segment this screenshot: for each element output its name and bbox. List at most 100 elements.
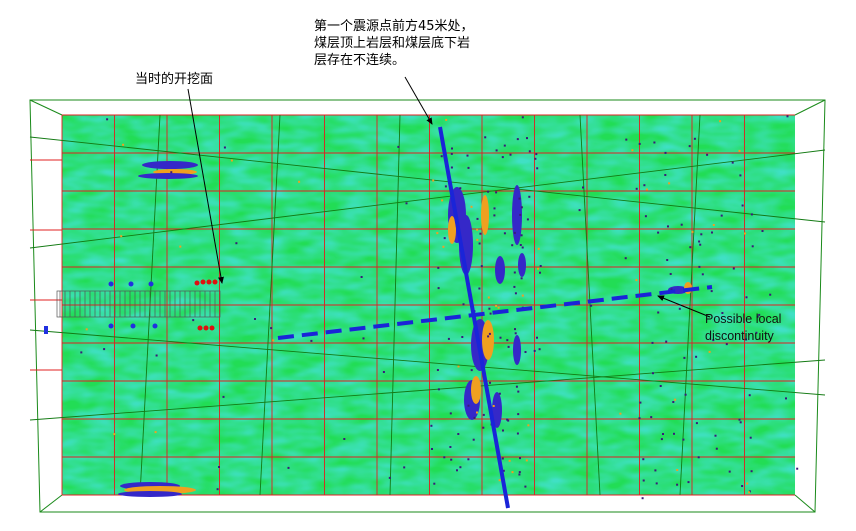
- scatter-point: [619, 412, 622, 415]
- scatter-point: [223, 146, 226, 149]
- scatter-point: [514, 328, 516, 331]
- scatter-point: [482, 413, 485, 416]
- scatter-point: [534, 157, 537, 160]
- scatter-point: [664, 174, 667, 176]
- scatter-point: [683, 356, 686, 359]
- scatter-point: [514, 332, 517, 335]
- scatter-point: [518, 473, 521, 476]
- scatter-point: [218, 466, 220, 468]
- scatter-point: [478, 242, 481, 245]
- scatter-point: [503, 144, 506, 147]
- scatter-point: [516, 432, 519, 435]
- scatter-point: [502, 469, 505, 472]
- arrow-icon: [187, 88, 224, 284]
- scatter-point: [538, 348, 541, 351]
- scatter-point: [746, 482, 749, 485]
- scatter-point: [498, 479, 501, 482]
- scatter-point: [476, 411, 478, 414]
- scatter-point: [582, 186, 584, 189]
- scatter-point: [461, 336, 464, 338]
- scatter-point: [103, 348, 106, 351]
- receiver-marker: [108, 281, 114, 287]
- scatter-point: [639, 401, 642, 404]
- scatter-point: [437, 388, 440, 391]
- scatter-point: [668, 182, 671, 185]
- scatter-point: [667, 225, 669, 228]
- scatter-point: [479, 232, 482, 235]
- scatter-point: [501, 457, 504, 460]
- scatter-point: [450, 152, 453, 155]
- scatter-point: [670, 288, 673, 291]
- scatter-point: [270, 327, 273, 330]
- scatter-point: [287, 466, 290, 469]
- scatter-point: [497, 306, 500, 309]
- scatter-point: [741, 485, 744, 487]
- scatter-point: [472, 438, 475, 441]
- source-marker: [200, 279, 206, 285]
- scatter-point: [192, 319, 195, 322]
- reflector-bottom-left: [118, 482, 196, 497]
- scatter-point: [360, 276, 363, 278]
- scatter-points: [80, 115, 799, 500]
- scatter-point: [769, 293, 772, 296]
- scatter-point: [462, 303, 465, 306]
- scatter-point: [518, 471, 521, 474]
- scatter-point: [470, 205, 473, 208]
- scatter-point: [745, 296, 748, 299]
- scatter-point: [700, 233, 703, 236]
- scatter-point: [520, 206, 523, 209]
- scatter-point: [657, 231, 660, 234]
- source-marker: [197, 325, 203, 331]
- scatter-point: [511, 244, 514, 247]
- scatter-point: [449, 446, 452, 448]
- scatter-point: [725, 343, 728, 346]
- scatter-point: [659, 385, 662, 387]
- scatter-point: [750, 213, 753, 216]
- working-face-mesh: [56, 290, 221, 318]
- scatter-point: [638, 417, 641, 420]
- working-face-label: 当时的开挖面: [135, 72, 214, 87]
- scatter-point: [678, 307, 681, 310]
- scatter-point: [666, 259, 669, 261]
- scatter-point: [484, 136, 487, 139]
- scatter-point: [476, 238, 479, 241]
- scatter-point: [397, 145, 400, 148]
- reflector-top-left: [138, 161, 198, 179]
- fault-line: [438, 126, 510, 509]
- scatter-point: [712, 339, 715, 342]
- scatter-point: [487, 190, 490, 193]
- scatter-point: [528, 150, 531, 153]
- scatter-point: [644, 215, 647, 218]
- scatter-point: [687, 481, 690, 484]
- scatter-point: [755, 331, 758, 334]
- scatter-point: [501, 156, 504, 159]
- scatter-point: [751, 245, 754, 248]
- scatter-point: [537, 247, 540, 250]
- scatter-point: [441, 199, 444, 202]
- scatter-point: [536, 336, 538, 339]
- source-marker: [209, 325, 215, 331]
- scatter-point: [450, 166, 453, 169]
- scatter-point: [673, 432, 675, 435]
- scatter-point: [745, 338, 748, 341]
- scatter-point: [645, 188, 648, 191]
- scatter-point: [450, 458, 453, 461]
- scatter-point: [524, 485, 527, 488]
- scatter-point: [537, 267, 539, 270]
- scatter-point: [298, 180, 301, 183]
- scatter-point: [708, 350, 711, 353]
- scatter-point: [437, 266, 440, 269]
- scatter-point: [80, 351, 83, 354]
- scatter-point: [443, 237, 446, 240]
- receiver-marker: [128, 281, 134, 287]
- scatter-point: [539, 271, 541, 274]
- scatter-point: [662, 433, 664, 435]
- scatter-point: [721, 312, 724, 314]
- scatter-point: [515, 385, 518, 388]
- scatter-point: [106, 118, 109, 121]
- scatter-point: [230, 159, 233, 162]
- scatter-point: [508, 459, 511, 462]
- scatter-point: [499, 336, 502, 339]
- scatter-point: [513, 231, 516, 234]
- scatter-point: [682, 438, 685, 441]
